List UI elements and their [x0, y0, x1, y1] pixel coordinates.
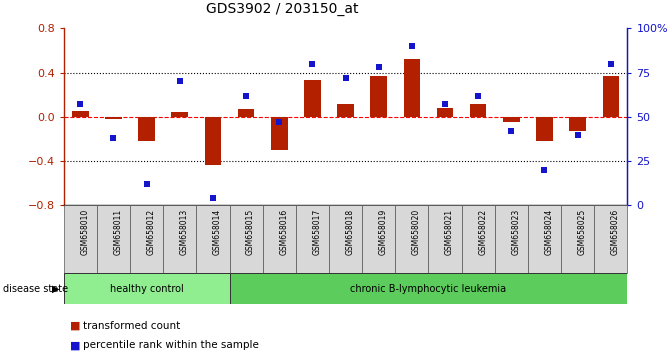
Text: GSM658013: GSM658013	[180, 209, 189, 255]
Bar	[163, 205, 197, 273]
Bar	[304, 80, 321, 117]
Bar	[105, 117, 121, 119]
Bar	[329, 205, 362, 273]
Bar	[262, 205, 296, 273]
Bar	[130, 205, 163, 273]
Text: chronic B-lymphocytic leukemia: chronic B-lymphocytic leukemia	[350, 284, 507, 293]
Point	[174, 79, 185, 84]
Bar	[561, 205, 595, 273]
Bar	[570, 117, 586, 131]
Bar	[437, 108, 454, 117]
Point	[407, 43, 417, 49]
Point	[473, 93, 484, 98]
Point	[241, 93, 252, 98]
Text: healthy control: healthy control	[110, 284, 183, 293]
Text: GSM658023: GSM658023	[511, 209, 520, 255]
Point	[373, 64, 384, 70]
Bar	[138, 117, 155, 141]
Bar	[229, 205, 262, 273]
Text: GSM658022: GSM658022	[478, 209, 487, 255]
Point	[340, 75, 351, 81]
Text: disease state: disease state	[3, 284, 68, 293]
Point	[307, 61, 318, 67]
Bar	[595, 205, 627, 273]
Bar	[64, 273, 229, 304]
Point	[207, 195, 218, 201]
Point	[539, 167, 550, 173]
Text: GSM658020: GSM658020	[412, 209, 421, 255]
Point	[572, 132, 583, 137]
Text: GSM658014: GSM658014	[213, 209, 222, 255]
Text: GSM658017: GSM658017	[313, 209, 321, 255]
Bar	[271, 117, 288, 150]
Text: ▶: ▶	[52, 284, 59, 293]
Bar	[197, 205, 229, 273]
Text: GSM658016: GSM658016	[279, 209, 289, 255]
Bar	[172, 113, 188, 117]
Point	[142, 181, 152, 187]
Bar	[470, 104, 486, 117]
Bar	[370, 76, 387, 117]
Bar	[536, 117, 553, 141]
Bar	[238, 109, 254, 117]
Bar	[205, 117, 221, 166]
Bar	[528, 205, 561, 273]
Text: GSM658015: GSM658015	[246, 209, 255, 255]
Bar	[97, 205, 130, 273]
Point	[274, 119, 285, 125]
Point	[605, 61, 616, 67]
Point	[108, 135, 119, 141]
Text: ■: ■	[70, 321, 81, 331]
Point	[506, 128, 517, 134]
Bar	[603, 76, 619, 117]
Point	[75, 102, 86, 107]
Bar	[64, 205, 97, 273]
Text: GSM658010: GSM658010	[81, 209, 89, 255]
Bar	[229, 273, 627, 304]
Text: GSM658018: GSM658018	[346, 209, 354, 255]
Bar	[395, 205, 429, 273]
Text: GSM658025: GSM658025	[578, 209, 586, 255]
Bar	[495, 205, 528, 273]
Text: GDS3902 / 203150_at: GDS3902 / 203150_at	[205, 2, 358, 16]
Text: GSM658024: GSM658024	[544, 209, 554, 255]
Text: GSM658011: GSM658011	[113, 209, 123, 255]
Text: GSM658019: GSM658019	[378, 209, 388, 255]
Text: GSM658021: GSM658021	[445, 209, 454, 255]
Text: transformed count: transformed count	[83, 321, 180, 331]
Bar	[503, 117, 519, 122]
Bar	[362, 205, 395, 273]
Bar	[72, 111, 89, 117]
Bar	[403, 59, 420, 117]
Bar	[429, 205, 462, 273]
Bar	[462, 205, 495, 273]
Text: GSM658026: GSM658026	[611, 209, 620, 255]
Bar	[338, 104, 354, 117]
Point	[440, 102, 450, 107]
Text: ■: ■	[70, 340, 81, 350]
Bar	[296, 205, 329, 273]
Text: percentile rank within the sample: percentile rank within the sample	[83, 340, 258, 350]
Text: GSM658012: GSM658012	[147, 209, 156, 255]
